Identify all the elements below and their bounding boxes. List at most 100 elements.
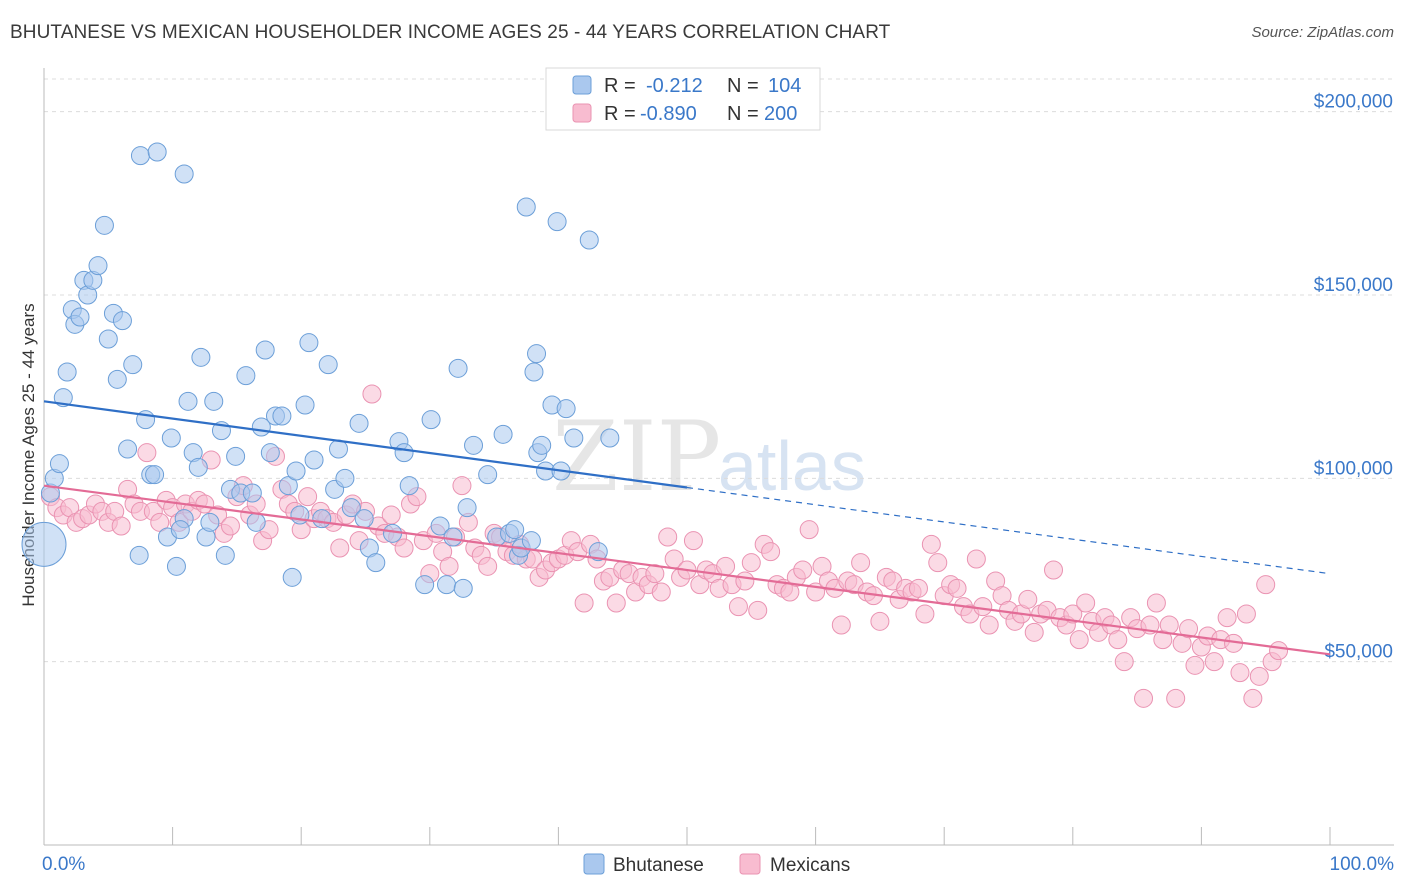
mexicans-point (1076, 593, 1096, 613)
mexicans-point (1159, 615, 1179, 635)
mexicans-point (928, 553, 948, 573)
bhutanese-point (437, 575, 457, 595)
mexicans-point (1134, 688, 1154, 708)
mexicans-point (1044, 560, 1064, 580)
mexicans-point (947, 578, 967, 598)
bhutanese-point (147, 142, 167, 162)
bhutanese-point (170, 520, 190, 540)
mexicans-point (478, 556, 498, 576)
legend-n-value: 104 (768, 75, 801, 97)
watermark: ZIP atlas (552, 401, 866, 513)
y-tick-label: $200,000 (1314, 92, 1393, 113)
mexicans-point (728, 597, 748, 617)
bhutanese-point (191, 347, 211, 367)
bhutanese-point (521, 531, 541, 551)
bhutanese-point (107, 369, 127, 389)
axes (43, 68, 1394, 846)
bhutanese-point (366, 553, 386, 573)
mexicans-point (394, 538, 414, 558)
bhutanese-point (255, 340, 275, 360)
mexicans-point (979, 615, 999, 635)
mexicans-point (439, 556, 459, 576)
mexicans-point (137, 443, 157, 463)
mexicans-point (1063, 604, 1083, 624)
bhutanese-point (53, 388, 73, 408)
mexicans-point (1018, 589, 1038, 609)
bhutanese-point (272, 406, 292, 426)
bhutanese-point (524, 362, 544, 382)
bhutanese-point (505, 520, 525, 540)
mexicans-point (1166, 688, 1186, 708)
bhutanese-point (94, 215, 114, 235)
mexicans-point (1269, 641, 1289, 661)
bhutanese-point (278, 476, 298, 496)
bhutanese-point (453, 578, 473, 598)
mexicans-point (921, 534, 941, 554)
bottom-legend-label-mexicans: Mexicans (770, 855, 850, 876)
mexicans-point (793, 560, 813, 580)
mexicans-point (1114, 652, 1134, 672)
mexicans-point (1249, 666, 1269, 686)
mexicans-point (298, 487, 318, 507)
bhutanese-point (98, 329, 118, 349)
mexicans-point (761, 542, 781, 562)
mexicans-point (1256, 575, 1276, 595)
bhutanese-point (547, 212, 567, 232)
mexicans-point (683, 531, 703, 551)
bhutanese-point (394, 443, 414, 463)
mexicans-point (330, 538, 350, 558)
bhutanese-point (588, 542, 608, 562)
y-tick-label: $50,000 (1324, 642, 1393, 663)
bhutanese-point (236, 366, 256, 386)
legend-r-value: -0.890 (640, 103, 697, 125)
bhutanese-points (21, 142, 620, 598)
mexicans-point (220, 516, 240, 536)
mexicans-point (645, 564, 665, 584)
legend-n-value: 200 (764, 103, 797, 125)
bhutanese-point (448, 358, 468, 378)
x-tick-label: 0.0% (42, 854, 85, 875)
bhutanese-point (527, 344, 547, 364)
bhutanese-point (246, 512, 266, 532)
bhutanese-point (516, 197, 536, 217)
bottom-legend-swatch-bhutanese (583, 853, 605, 875)
mexicans-point (195, 494, 215, 514)
mexicans-point (1108, 630, 1128, 650)
mexicans-point (1146, 593, 1166, 613)
bhutanese-point (178, 391, 198, 411)
legend-r-value: -0.212 (646, 75, 703, 97)
bhutanese-point (242, 483, 262, 503)
bhutanese-point (200, 512, 220, 532)
legend-n-label: N = (727, 103, 759, 125)
y-tick-label: $150,000 (1314, 275, 1393, 296)
mexicans-point (870, 611, 890, 631)
bhutanese-point (318, 355, 338, 375)
legend-n-label: N = (727, 75, 759, 97)
x-tick-label: 100.0% (1330, 854, 1395, 875)
bhutanese-point (564, 428, 584, 448)
bhutanese-point (188, 457, 208, 477)
bhutanese-point (118, 439, 138, 459)
legend-swatch-mexicans (572, 103, 592, 123)
watermark-zip: ZIP (552, 401, 721, 513)
mexicans-point (452, 476, 472, 496)
bhutanese-point (290, 505, 310, 525)
mexicans-point (799, 520, 819, 540)
mexicans-point (150, 512, 170, 532)
bhutanese-point (335, 468, 355, 488)
legend-r-label: R = (604, 75, 636, 97)
bhutanese-point (57, 362, 77, 382)
bhutanese-point (49, 454, 69, 474)
bhutanese-point (349, 413, 369, 433)
bhutanese-point (600, 428, 620, 448)
bhutanese-point (579, 230, 599, 250)
mexicans-point (748, 600, 768, 620)
y-tick-label: $100,000 (1314, 458, 1393, 479)
bhutanese-point (130, 146, 150, 166)
legend-box (545, 67, 821, 131)
mexicans-point (1179, 619, 1199, 639)
chart-title: BHUTANESE VS MEXICAN HOUSEHOLDER INCOME … (10, 22, 891, 43)
bhutanese-point (478, 465, 498, 485)
mexicans-point (362, 384, 382, 404)
mexicans-point (716, 556, 736, 576)
